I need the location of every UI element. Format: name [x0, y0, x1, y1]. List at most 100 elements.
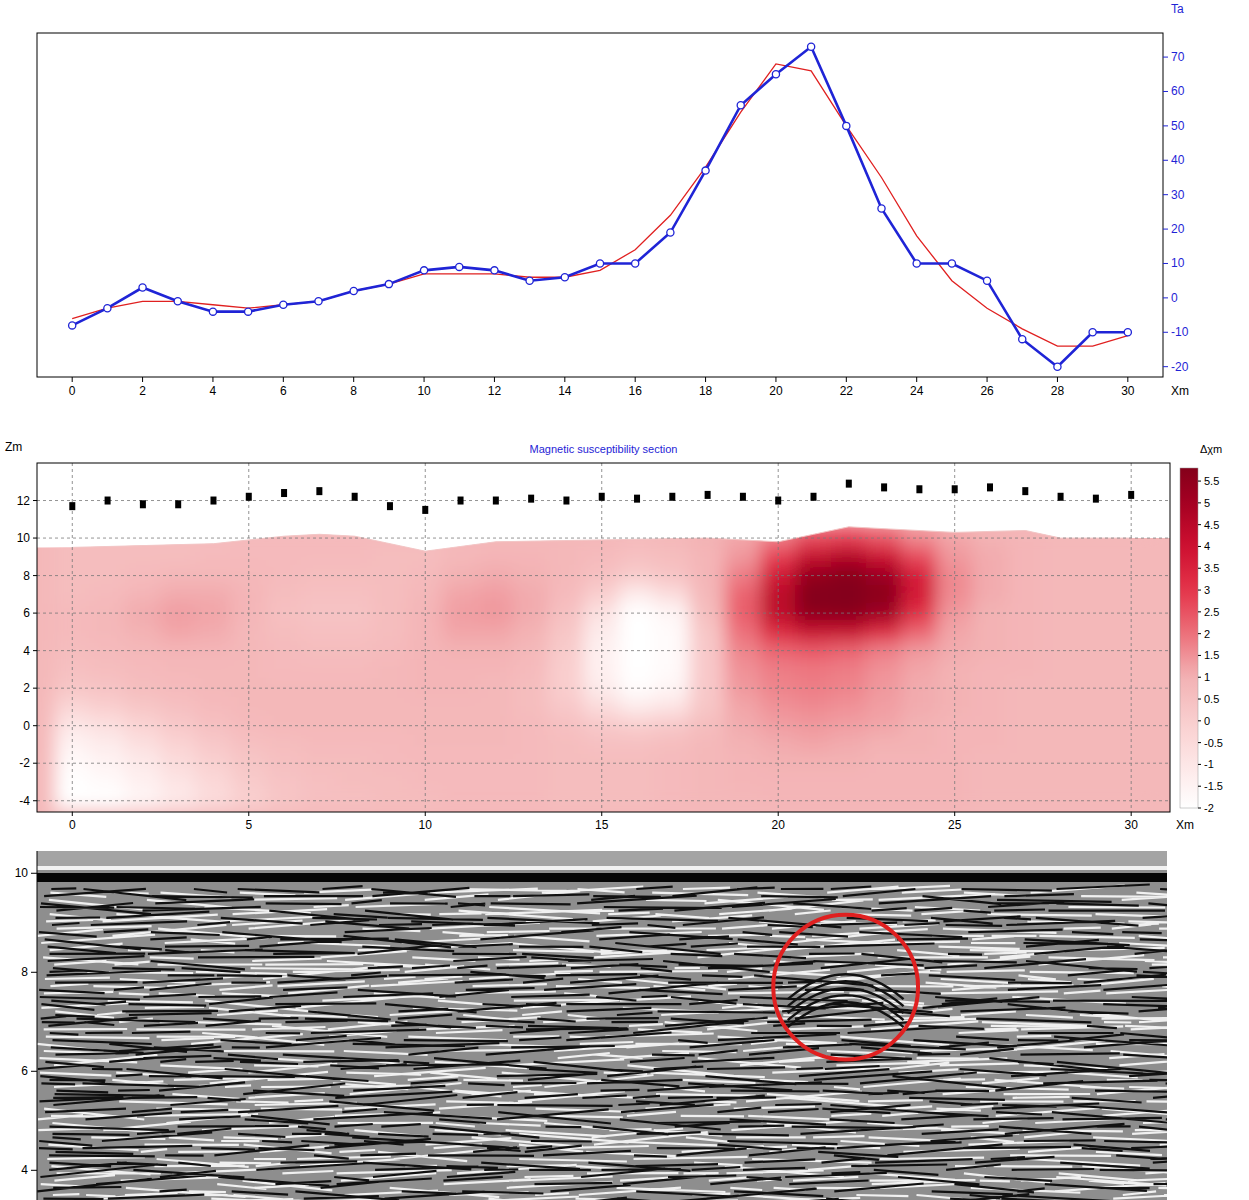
- cell: [689, 791, 725, 811]
- cell: [125, 791, 161, 811]
- cell: [160, 660, 196, 680]
- cell: [337, 547, 373, 567]
- x-tick: [72, 812, 73, 816]
- cell: [372, 566, 408, 586]
- colorbar-tick-label: 5: [1204, 497, 1210, 509]
- cell: [372, 622, 408, 642]
- cell: [901, 660, 937, 680]
- cell: [689, 660, 725, 680]
- grid-line: [954, 463, 955, 812]
- cell: [372, 584, 408, 604]
- cell: [725, 547, 761, 567]
- cell: [266, 622, 302, 642]
- cell: [301, 622, 337, 642]
- y-tick: [1163, 160, 1168, 161]
- y-tick: [33, 613, 37, 614]
- cell: [831, 772, 867, 792]
- cell: [125, 753, 161, 773]
- cell: [372, 641, 408, 661]
- x-tick: [1127, 377, 1128, 382]
- colorbar-tick: [1198, 611, 1201, 612]
- y-tick-label: 50: [1171, 119, 1185, 133]
- cell: [689, 735, 725, 755]
- sensor-marker: [987, 483, 993, 491]
- cell: [972, 622, 1008, 642]
- x-tick-label: 20: [772, 818, 786, 832]
- y-tick-label: 8: [23, 569, 30, 583]
- colorbar-tick: [1198, 808, 1201, 809]
- cell: [160, 547, 196, 567]
- cell: [1042, 584, 1078, 604]
- y-tick-label: 8: [21, 965, 28, 979]
- cell: [689, 716, 725, 736]
- cell: [1007, 753, 1043, 773]
- cell: [513, 735, 549, 755]
- cell: [972, 660, 1008, 680]
- cell: [972, 584, 1008, 604]
- cell: [654, 622, 690, 642]
- marker: [245, 308, 252, 315]
- cell: [689, 772, 725, 792]
- cell: [478, 735, 514, 755]
- radargram-image: [37, 851, 1167, 1200]
- y-tick: [31, 1170, 37, 1171]
- colorbar-tick-label: 3.5: [1204, 562, 1219, 574]
- y-axis-line: [37, 851, 38, 1200]
- grid-line: [37, 725, 1170, 726]
- cell: [125, 547, 161, 567]
- cell: [972, 772, 1008, 792]
- x-tick-label: 12: [488, 384, 502, 398]
- cell: [548, 660, 584, 680]
- y-tick-label: 4: [23, 644, 30, 658]
- cell: [972, 547, 1008, 567]
- cell: [725, 735, 761, 755]
- line-panel: -20-100102030405060700246810121416182022…: [37, 2, 1189, 398]
- colorbar-tick-label: 2.5: [1204, 606, 1219, 618]
- cell: [301, 772, 337, 792]
- cell: [442, 547, 478, 567]
- cell: [795, 735, 831, 755]
- cell: [866, 697, 902, 717]
- cell: [372, 528, 408, 548]
- sensor-marker: [916, 485, 922, 493]
- colorbar-tick-label: -0.5: [1204, 737, 1223, 749]
- colorbar-tick: [1198, 720, 1201, 721]
- marker: [632, 260, 639, 267]
- x-tick: [1057, 377, 1058, 382]
- cell: [301, 584, 337, 604]
- cell: [125, 584, 161, 604]
- cell: [866, 735, 902, 755]
- cell: [54, 716, 90, 736]
- cell: [478, 622, 514, 642]
- cell: [89, 697, 125, 717]
- cell: [125, 660, 161, 680]
- marker: [596, 260, 603, 267]
- sensor-marker: [775, 497, 781, 505]
- cell: [619, 584, 655, 604]
- marker: [983, 277, 990, 284]
- cell: [689, 622, 725, 642]
- colorbar-tick-label: 1.5: [1204, 649, 1219, 661]
- x-tick: [1131, 812, 1132, 816]
- cell: [1007, 735, 1043, 755]
- y-tick: [33, 763, 37, 764]
- cell: [513, 622, 549, 642]
- cell: [654, 772, 690, 792]
- cell: [513, 697, 549, 717]
- colorbar-tick-label: -1.5: [1204, 780, 1223, 792]
- cell: [160, 735, 196, 755]
- radargram-panel: 46810: [15, 851, 1249, 1200]
- marker: [104, 305, 111, 312]
- cell: [1113, 697, 1149, 717]
- y-tick: [1163, 229, 1168, 230]
- y-tick: [1163, 125, 1168, 126]
- x-axis-title: Xm: [1171, 384, 1189, 398]
- grid-line: [37, 650, 1170, 651]
- cell: [266, 697, 302, 717]
- cell: [795, 772, 831, 792]
- grid-line: [425, 463, 426, 812]
- colorbar-tick: [1198, 677, 1201, 678]
- y-tick: [1163, 91, 1168, 92]
- colorbar-tick: [1198, 524, 1201, 525]
- cell: [831, 697, 867, 717]
